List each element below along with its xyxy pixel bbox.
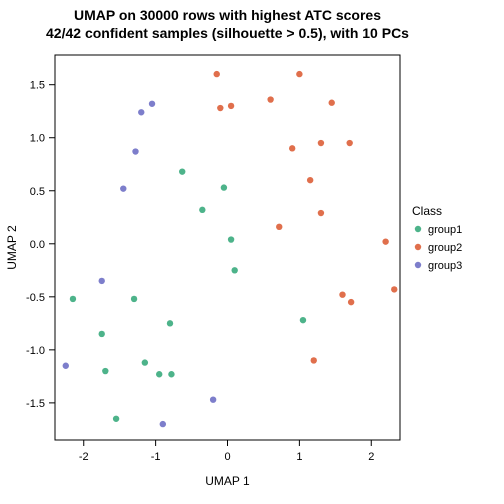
legend-swatch bbox=[415, 226, 421, 232]
data-point bbox=[339, 292, 345, 298]
chart-title-line2: 42/42 confident samples (silhouette > 0.… bbox=[46, 25, 409, 41]
data-point bbox=[132, 148, 138, 154]
data-point bbox=[228, 236, 234, 242]
data-point bbox=[221, 184, 227, 190]
data-point bbox=[346, 140, 352, 146]
data-point bbox=[199, 207, 205, 213]
data-point bbox=[168, 371, 174, 377]
data-point bbox=[149, 101, 155, 107]
legend-swatch bbox=[415, 262, 421, 268]
data-point bbox=[99, 331, 105, 337]
data-point bbox=[307, 177, 313, 183]
x-tick-label: -2 bbox=[79, 451, 89, 463]
y-tick-label: 0.5 bbox=[30, 186, 45, 198]
data-point bbox=[102, 368, 108, 374]
data-point bbox=[318, 140, 324, 146]
x-tick-label: 1 bbox=[296, 451, 302, 463]
data-point bbox=[131, 296, 137, 302]
y-tick-label: 0.0 bbox=[30, 239, 45, 251]
legend-label: group2 bbox=[428, 242, 462, 254]
y-tick-label: 1.5 bbox=[30, 80, 45, 92]
data-point bbox=[231, 267, 237, 273]
x-tick-label: 0 bbox=[224, 451, 230, 463]
legend-swatch bbox=[415, 244, 421, 250]
y-tick-label: -0.5 bbox=[26, 292, 45, 304]
y-axis-label: UMAP 2 bbox=[5, 225, 19, 270]
data-point bbox=[348, 299, 354, 305]
data-point bbox=[156, 371, 162, 377]
data-point bbox=[210, 397, 216, 403]
data-point bbox=[99, 278, 105, 284]
data-point bbox=[382, 238, 388, 244]
chart-title-line1: UMAP on 30000 rows with highest ATC scor… bbox=[74, 7, 381, 23]
data-point bbox=[160, 421, 166, 427]
y-tick-label: 1.0 bbox=[30, 133, 45, 145]
data-point bbox=[267, 96, 273, 102]
y-tick-label: -1.0 bbox=[26, 345, 45, 357]
data-point bbox=[276, 224, 282, 230]
data-point bbox=[296, 71, 302, 77]
legend-title: Class bbox=[412, 204, 442, 218]
data-point bbox=[391, 286, 397, 292]
data-point bbox=[167, 320, 173, 326]
umap-scatter-chart: UMAP on 30000 rows with highest ATC scor… bbox=[0, 0, 504, 504]
data-point bbox=[228, 103, 234, 109]
data-point bbox=[142, 359, 148, 365]
y-tick-label: -1.5 bbox=[26, 398, 45, 410]
data-point bbox=[311, 357, 317, 363]
legend-label: group3 bbox=[428, 260, 462, 272]
data-point bbox=[113, 416, 119, 422]
data-point bbox=[318, 210, 324, 216]
chart-svg: UMAP on 30000 rows with highest ATC scor… bbox=[0, 0, 504, 504]
data-point bbox=[70, 296, 76, 302]
data-point bbox=[329, 100, 335, 106]
data-point bbox=[214, 71, 220, 77]
data-point bbox=[120, 185, 126, 191]
x-tick-label: 2 bbox=[368, 451, 374, 463]
data-point bbox=[300, 317, 306, 323]
legend-label: group1 bbox=[428, 224, 462, 236]
data-point bbox=[289, 145, 295, 151]
x-tick-label: -1 bbox=[151, 451, 161, 463]
data-point bbox=[63, 363, 69, 369]
data-point bbox=[138, 109, 144, 115]
x-axis-label: UMAP 1 bbox=[205, 474, 250, 488]
data-point bbox=[217, 105, 223, 111]
data-point bbox=[179, 168, 185, 174]
